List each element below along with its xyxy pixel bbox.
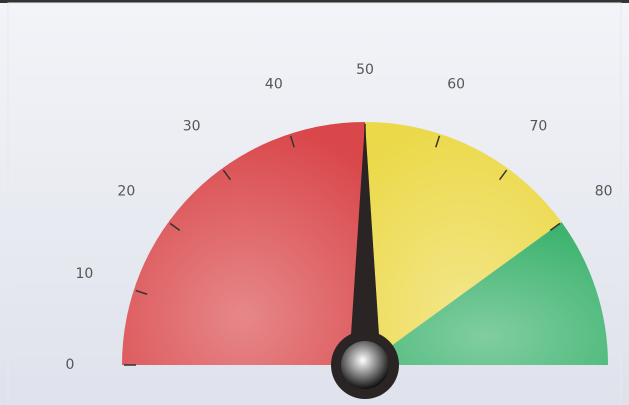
tick-label: 80 xyxy=(595,184,613,200)
band-shine xyxy=(365,122,562,365)
tick-mark xyxy=(549,222,561,232)
tick-mark xyxy=(222,169,232,181)
tick-label: 70 xyxy=(529,118,547,134)
tick-mark xyxy=(135,289,148,295)
top-border xyxy=(0,0,629,3)
tick-label: 40 xyxy=(265,76,283,92)
band-shine xyxy=(365,222,608,365)
tick-label: 20 xyxy=(117,184,135,200)
needle xyxy=(349,122,381,365)
tick-mark xyxy=(169,222,181,232)
tick-label: 0 xyxy=(66,357,75,373)
gauge: 0 10 20 30 40 50 60 70 80 xyxy=(66,62,613,399)
tick-mark xyxy=(435,135,441,148)
band-shine xyxy=(122,122,365,365)
tick-mark xyxy=(289,135,295,148)
tick-label: 50 xyxy=(356,62,374,78)
panel xyxy=(7,2,622,405)
tick-mark xyxy=(498,169,508,181)
needle-hub-shine xyxy=(341,341,389,389)
tick-label: 60 xyxy=(447,76,465,92)
tick-label: 30 xyxy=(183,118,201,134)
tick-label: 10 xyxy=(76,266,94,282)
